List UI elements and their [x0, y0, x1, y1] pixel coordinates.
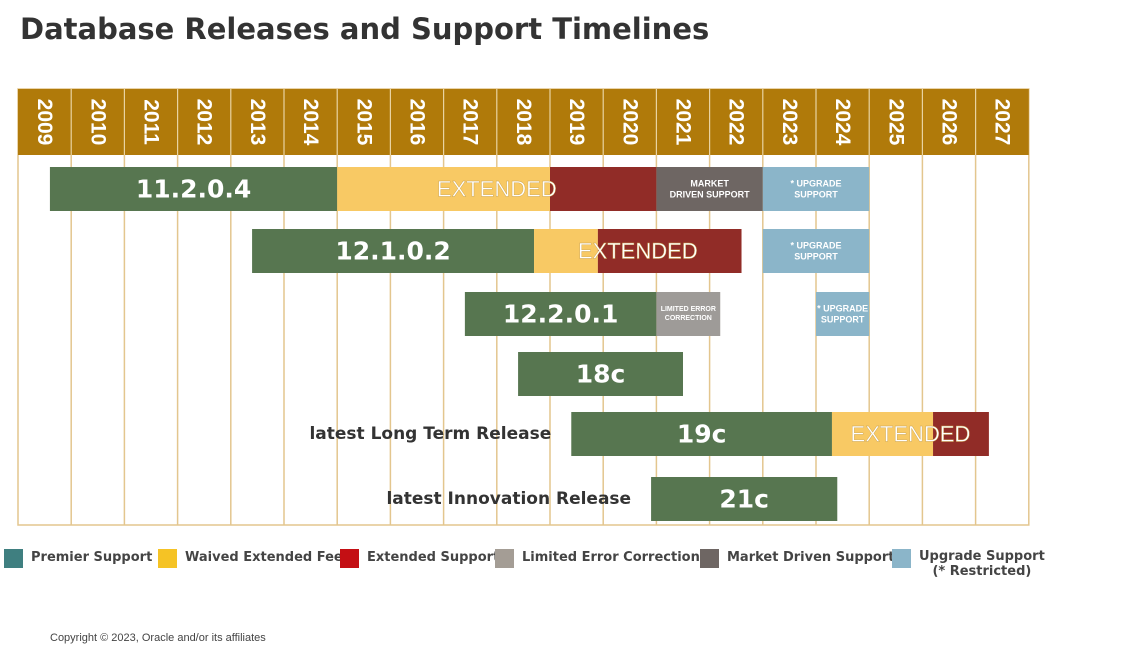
- year-tick-label: 2014: [299, 99, 322, 146]
- legend-swatch-waived: [158, 549, 177, 568]
- legend-label-market: Market Driven Support: [727, 550, 895, 565]
- year-tick-label: 2022: [725, 99, 748, 146]
- bar-premier: [571, 412, 832, 456]
- bar-upgrade: [816, 292, 870, 336]
- extended-overlay-label: EXTENDED: [578, 239, 698, 264]
- segment-label-limited: CORRECTION: [665, 315, 712, 322]
- year-tick-label: 2023: [778, 99, 801, 146]
- segment-label-upgrade: SUPPORT: [794, 252, 838, 262]
- release-version-label: 11.2.0.4: [136, 175, 251, 204]
- legend-note-upgrade: (* Restricted): [932, 564, 1032, 579]
- extended-overlay-label: EXTENDED: [437, 177, 557, 202]
- legend-swatch-upgrade: [892, 549, 911, 568]
- year-tick-label: 2010: [86, 99, 109, 146]
- release-version-label: 12.2.0.1: [503, 300, 618, 329]
- release-version-label: 12.1.0.2: [335, 237, 450, 266]
- legend-item-waived: Waived Extended Fee: [158, 549, 343, 568]
- legend-item-upgrade: Upgrade Support (* Restricted): [892, 549, 1045, 579]
- bar-waived: [337, 167, 550, 211]
- release-version-label: 18c: [576, 360, 626, 389]
- year-tick-label: 2019: [565, 99, 588, 146]
- release-row-21c: 21c latest Innovation Release: [386, 477, 838, 521]
- year-tick-label: 2025: [884, 99, 907, 146]
- year-tick-label: 2012: [193, 99, 216, 146]
- segment-label-limited: LIMITED ERROR: [661, 306, 716, 313]
- legend-swatch-extended: [340, 549, 359, 568]
- release-row-18c: 18c: [518, 352, 683, 396]
- bar-premier: [651, 477, 838, 521]
- segment-label-upgrade: * UPGRADE: [790, 179, 841, 189]
- release-row-label: latest Long Term Release: [309, 424, 551, 444]
- segment-label-upgrade: * UPGRADE: [790, 241, 841, 251]
- year-tick-label: 2013: [246, 99, 269, 146]
- legend-label-upgrade: Upgrade Support: [919, 549, 1045, 564]
- release-row-12.2.0.1: 12.2.0.1 LIMITED ERROR CORRECTION * UPGRADE…: [464, 292, 870, 336]
- segment-label-market: MARKET: [690, 179, 729, 189]
- legend-swatch-market: [700, 549, 719, 568]
- year-tick-label: 2016: [406, 99, 429, 146]
- year-tick-label: 2020: [618, 99, 641, 146]
- legend-label-upgrade-group: Upgrade Support (* Restricted): [919, 549, 1045, 579]
- year-tick-label: 2021: [672, 99, 695, 146]
- legend-swatch-limited: [495, 549, 514, 568]
- bar-premier: [252, 229, 535, 273]
- legend-label-waived: Waived Extended Fee: [185, 550, 343, 565]
- segment-label-upgrade: SUPPORT: [794, 190, 838, 200]
- release-row-label: latest Innovation Release: [386, 489, 631, 509]
- year-tick-label: 2017: [459, 99, 482, 146]
- bar-market: [656, 167, 763, 211]
- legend-item-market: Market Driven Support: [700, 549, 895, 568]
- timeline-chart: 2009 2010 2011 2012 2013 2014 2015 2016 2017 2018…: [17, 88, 1030, 526]
- release-version-label: 21c: [719, 485, 769, 514]
- legend-item-extended: Extended Support: [340, 549, 499, 568]
- year-header: [18, 89, 1029, 155]
- year-tick-label: 2011: [140, 99, 163, 145]
- bar-premier: [464, 292, 657, 336]
- segment-label-upgrade: * UPGRADE: [817, 304, 868, 314]
- segment-label-upgrade: SUPPORT: [821, 315, 865, 325]
- bar-limited: [656, 292, 721, 336]
- year-tick-label: 2024: [831, 99, 854, 146]
- legend-label-premier: Premier Support: [31, 550, 153, 565]
- bar-waived: [831, 412, 934, 456]
- bar-extended: [550, 167, 657, 211]
- legend-label-limited: Limited Error Correction: [522, 550, 700, 565]
- release-version-label: 19c: [677, 420, 727, 449]
- release-row-19c: 19c EXTENDED latest Long Term Release: [309, 412, 989, 456]
- bar-extended: [597, 229, 742, 273]
- bar-waived: [534, 229, 598, 273]
- legend-label-extended: Extended Support: [367, 550, 500, 565]
- segment-label-market: DRIVEN SUPPORT: [670, 190, 751, 200]
- bar-extended: [933, 412, 989, 456]
- year-tick-label: 2018: [512, 99, 535, 146]
- extended-overlay-label: EXTENDED: [851, 422, 971, 447]
- year-tick-label: 2015: [352, 99, 375, 146]
- year-tick-label: 2009: [33, 99, 56, 146]
- bar-upgrade: [762, 229, 870, 273]
- legend-item-limited: Limited Error Correction: [495, 549, 700, 568]
- legend: Premier Support Waived Extended Fee Exte…: [4, 549, 1114, 589]
- bar-premier: [518, 352, 683, 396]
- year-tick-label: 2026: [938, 99, 961, 146]
- copyright-text: Copyright © 2023, Oracle and/or its affi…: [50, 632, 266, 644]
- legend-item-premier: Premier Support: [4, 549, 152, 568]
- bar-premier: [49, 167, 338, 211]
- page-title: Database Releases and Support Timelines: [20, 12, 710, 46]
- bar-upgrade: [762, 167, 870, 211]
- year-tick-label: 2027: [991, 99, 1014, 146]
- legend-swatch-premier: [4, 549, 23, 568]
